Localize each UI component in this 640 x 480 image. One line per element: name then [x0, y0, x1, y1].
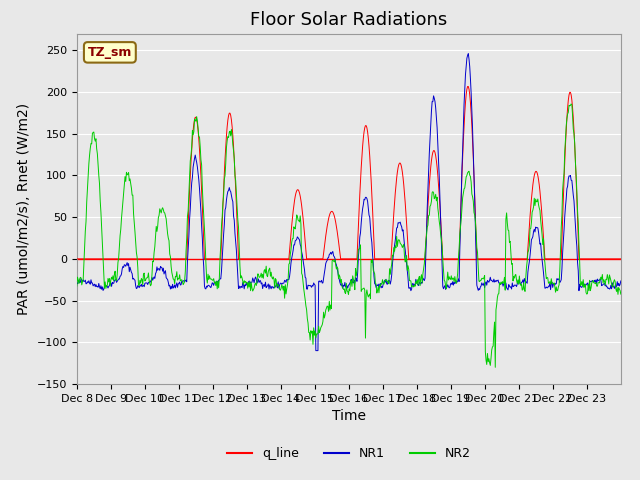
Y-axis label: PAR (umol/m2/s), Rnet (W/m2): PAR (umol/m2/s), Rnet (W/m2): [17, 103, 31, 315]
Text: TZ_sm: TZ_sm: [88, 46, 132, 59]
X-axis label: Time: Time: [332, 409, 366, 423]
Title: Floor Solar Radiations: Floor Solar Radiations: [250, 11, 447, 29]
Legend: q_line, NR1, NR2: q_line, NR1, NR2: [222, 443, 476, 465]
